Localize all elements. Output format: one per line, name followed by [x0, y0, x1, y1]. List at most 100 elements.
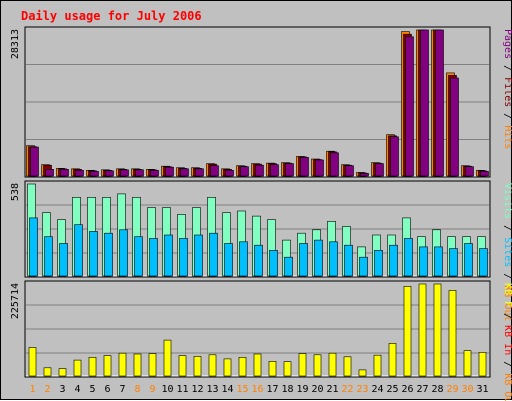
bar-hits-pages-day-14	[225, 170, 234, 177]
bar-visits-sites-day-15	[239, 241, 248, 277]
bar-hits-pages-day-27	[420, 29, 429, 177]
x-tick-label-23: 23	[356, 384, 368, 395]
bar-kb-kb-f-day-26	[403, 285, 412, 377]
bar-visits-sites-day-21	[329, 241, 338, 277]
bar-visits-sites-day-19	[299, 243, 308, 277]
bar-kb-kb-f-day-7	[118, 352, 127, 377]
bar-visits-sites-day-9	[149, 238, 158, 277]
bar-hits-pages-day-6	[105, 170, 114, 177]
bar-kb-kb-f-day-14	[223, 358, 232, 377]
bar-hits-pages-day-23	[360, 173, 369, 177]
bar-kb-kb-f-day-19	[298, 353, 307, 377]
bar-kb-kb-f-day-29	[448, 290, 457, 377]
bar-hits-pages-day-4	[75, 170, 84, 177]
legend-entry: /	[502, 307, 512, 325]
bar-hits-pages-day-22	[345, 165, 354, 177]
bar-hits-pages-day-1	[30, 146, 39, 177]
bar-kb-kb-f-day-9	[148, 353, 157, 377]
x-tick-label-3: 3	[59, 384, 65, 395]
bar-hits-pages-day-20	[315, 159, 324, 177]
bar-visits-sites-day-8	[134, 236, 143, 277]
bar-hits-pages-day-17	[270, 164, 279, 177]
bar-hits-pages-day-21	[330, 152, 339, 177]
x-tick-label-26: 26	[401, 384, 413, 395]
chart-title: Daily usage for July 2006	[21, 9, 202, 23]
panel-hits-max-label: 28313	[10, 29, 21, 59]
bar-visits-sites-day-11	[179, 238, 188, 277]
bar-hits-pages-day-24	[375, 163, 384, 177]
bar-kb-kb-f-day-17	[268, 360, 277, 377]
bar-kb-kb-f-day-13	[208, 354, 217, 377]
x-tick-label-16: 16	[251, 384, 263, 395]
legend-entry: Files	[502, 77, 512, 107]
bar-visits-sites-day-3	[59, 243, 68, 277]
x-tick-label-18: 18	[281, 384, 293, 395]
x-tick-label-13: 13	[206, 384, 218, 395]
bar-hits-pages-day-29	[450, 77, 459, 177]
bar-visits-sites-day-28	[434, 246, 443, 277]
bar-kb-kb-f-day-22	[343, 356, 352, 377]
panel-kb-legend: KB F / KB In / KB Out	[502, 283, 512, 401]
x-tick-label-21: 21	[326, 384, 338, 395]
bar-visits-sites-day-27	[419, 246, 428, 277]
bar-kb-kb-f-day-21	[328, 352, 337, 377]
bar-hits-pages-day-7	[120, 169, 129, 177]
bar-kb-kb-f-day-6	[103, 355, 112, 377]
bar-kb-kb-f-day-8	[133, 353, 142, 377]
bar-hits-pages-day-25	[390, 136, 399, 177]
bar-kb-kb-f-day-4	[73, 359, 82, 377]
x-tick-label-30: 30	[461, 384, 473, 395]
bar-hits-pages-day-31	[480, 171, 489, 177]
bar-hits-pages-day-10	[165, 166, 174, 177]
bar-hits-pages-day-19	[300, 157, 309, 177]
x-tick-label-15: 15	[236, 384, 248, 395]
bar-kb-kb-f-day-25	[388, 343, 397, 377]
x-tick-label-4: 4	[74, 384, 80, 395]
bar-kb-kb-f-day-10	[163, 339, 172, 377]
legend-entry: /	[502, 107, 512, 125]
bar-visits-sites-day-7	[119, 229, 128, 277]
bar-hits-pages-day-18	[285, 163, 294, 177]
bar-visits-sites-day-6	[104, 232, 113, 277]
panel-hits-legend: Pages / Files / Hits	[502, 29, 512, 149]
bar-kb-kb-f-day-24	[373, 354, 382, 377]
x-tick-label-31: 31	[476, 384, 488, 395]
x-tick-label-7: 7	[119, 384, 125, 395]
bar-kb-kb-f-day-30	[463, 350, 472, 377]
x-tick-label-19: 19	[296, 384, 308, 395]
bar-hits-pages-day-9	[150, 170, 159, 177]
x-tick-label-25: 25	[386, 384, 398, 395]
bar-visits-sites-day-23	[359, 256, 368, 277]
legend-entry: KB In	[502, 325, 512, 355]
bar-kb-kb-f-day-31	[478, 352, 487, 377]
legend-entry: /	[502, 267, 512, 285]
bar-visits-sites-day-30	[464, 243, 473, 277]
x-tick-label-5: 5	[89, 384, 95, 395]
bar-kb-kb-f-day-15	[238, 356, 247, 377]
bar-kb-kb-f-day-3	[58, 368, 67, 377]
bar-visits-sites-day-12	[194, 234, 203, 277]
x-tick-label-24: 24	[371, 384, 383, 395]
bar-visits-sites-day-25	[389, 244, 398, 277]
x-tick-label-9: 9	[149, 384, 155, 395]
bar-kb-kb-f-day-1	[28, 347, 37, 377]
bar-kb-kb-f-day-18	[283, 361, 292, 377]
bar-visits-sites-day-14	[224, 243, 233, 277]
bar-visits-sites-day-1	[29, 217, 38, 277]
bar-visits-sites-day-10	[164, 234, 173, 277]
bar-hits-pages-day-15	[240, 166, 249, 177]
legend-entry: KB Out	[502, 373, 512, 401]
x-tick-label-1: 1	[29, 384, 35, 395]
legend-entry: Visits	[502, 183, 512, 219]
bar-visits-sites-day-2	[44, 236, 53, 277]
bar-kb-kb-f-day-5	[88, 356, 97, 377]
x-tick-label-6: 6	[104, 384, 110, 395]
bar-visits-sites-day-31	[479, 248, 488, 277]
bar-visits-sites-day-4	[74, 224, 83, 277]
bar-kb-kb-f-day-20	[313, 354, 322, 377]
x-tick-label-11: 11	[176, 384, 188, 395]
legend-entry: /	[502, 219, 512, 237]
x-tick-label-28: 28	[431, 384, 443, 395]
